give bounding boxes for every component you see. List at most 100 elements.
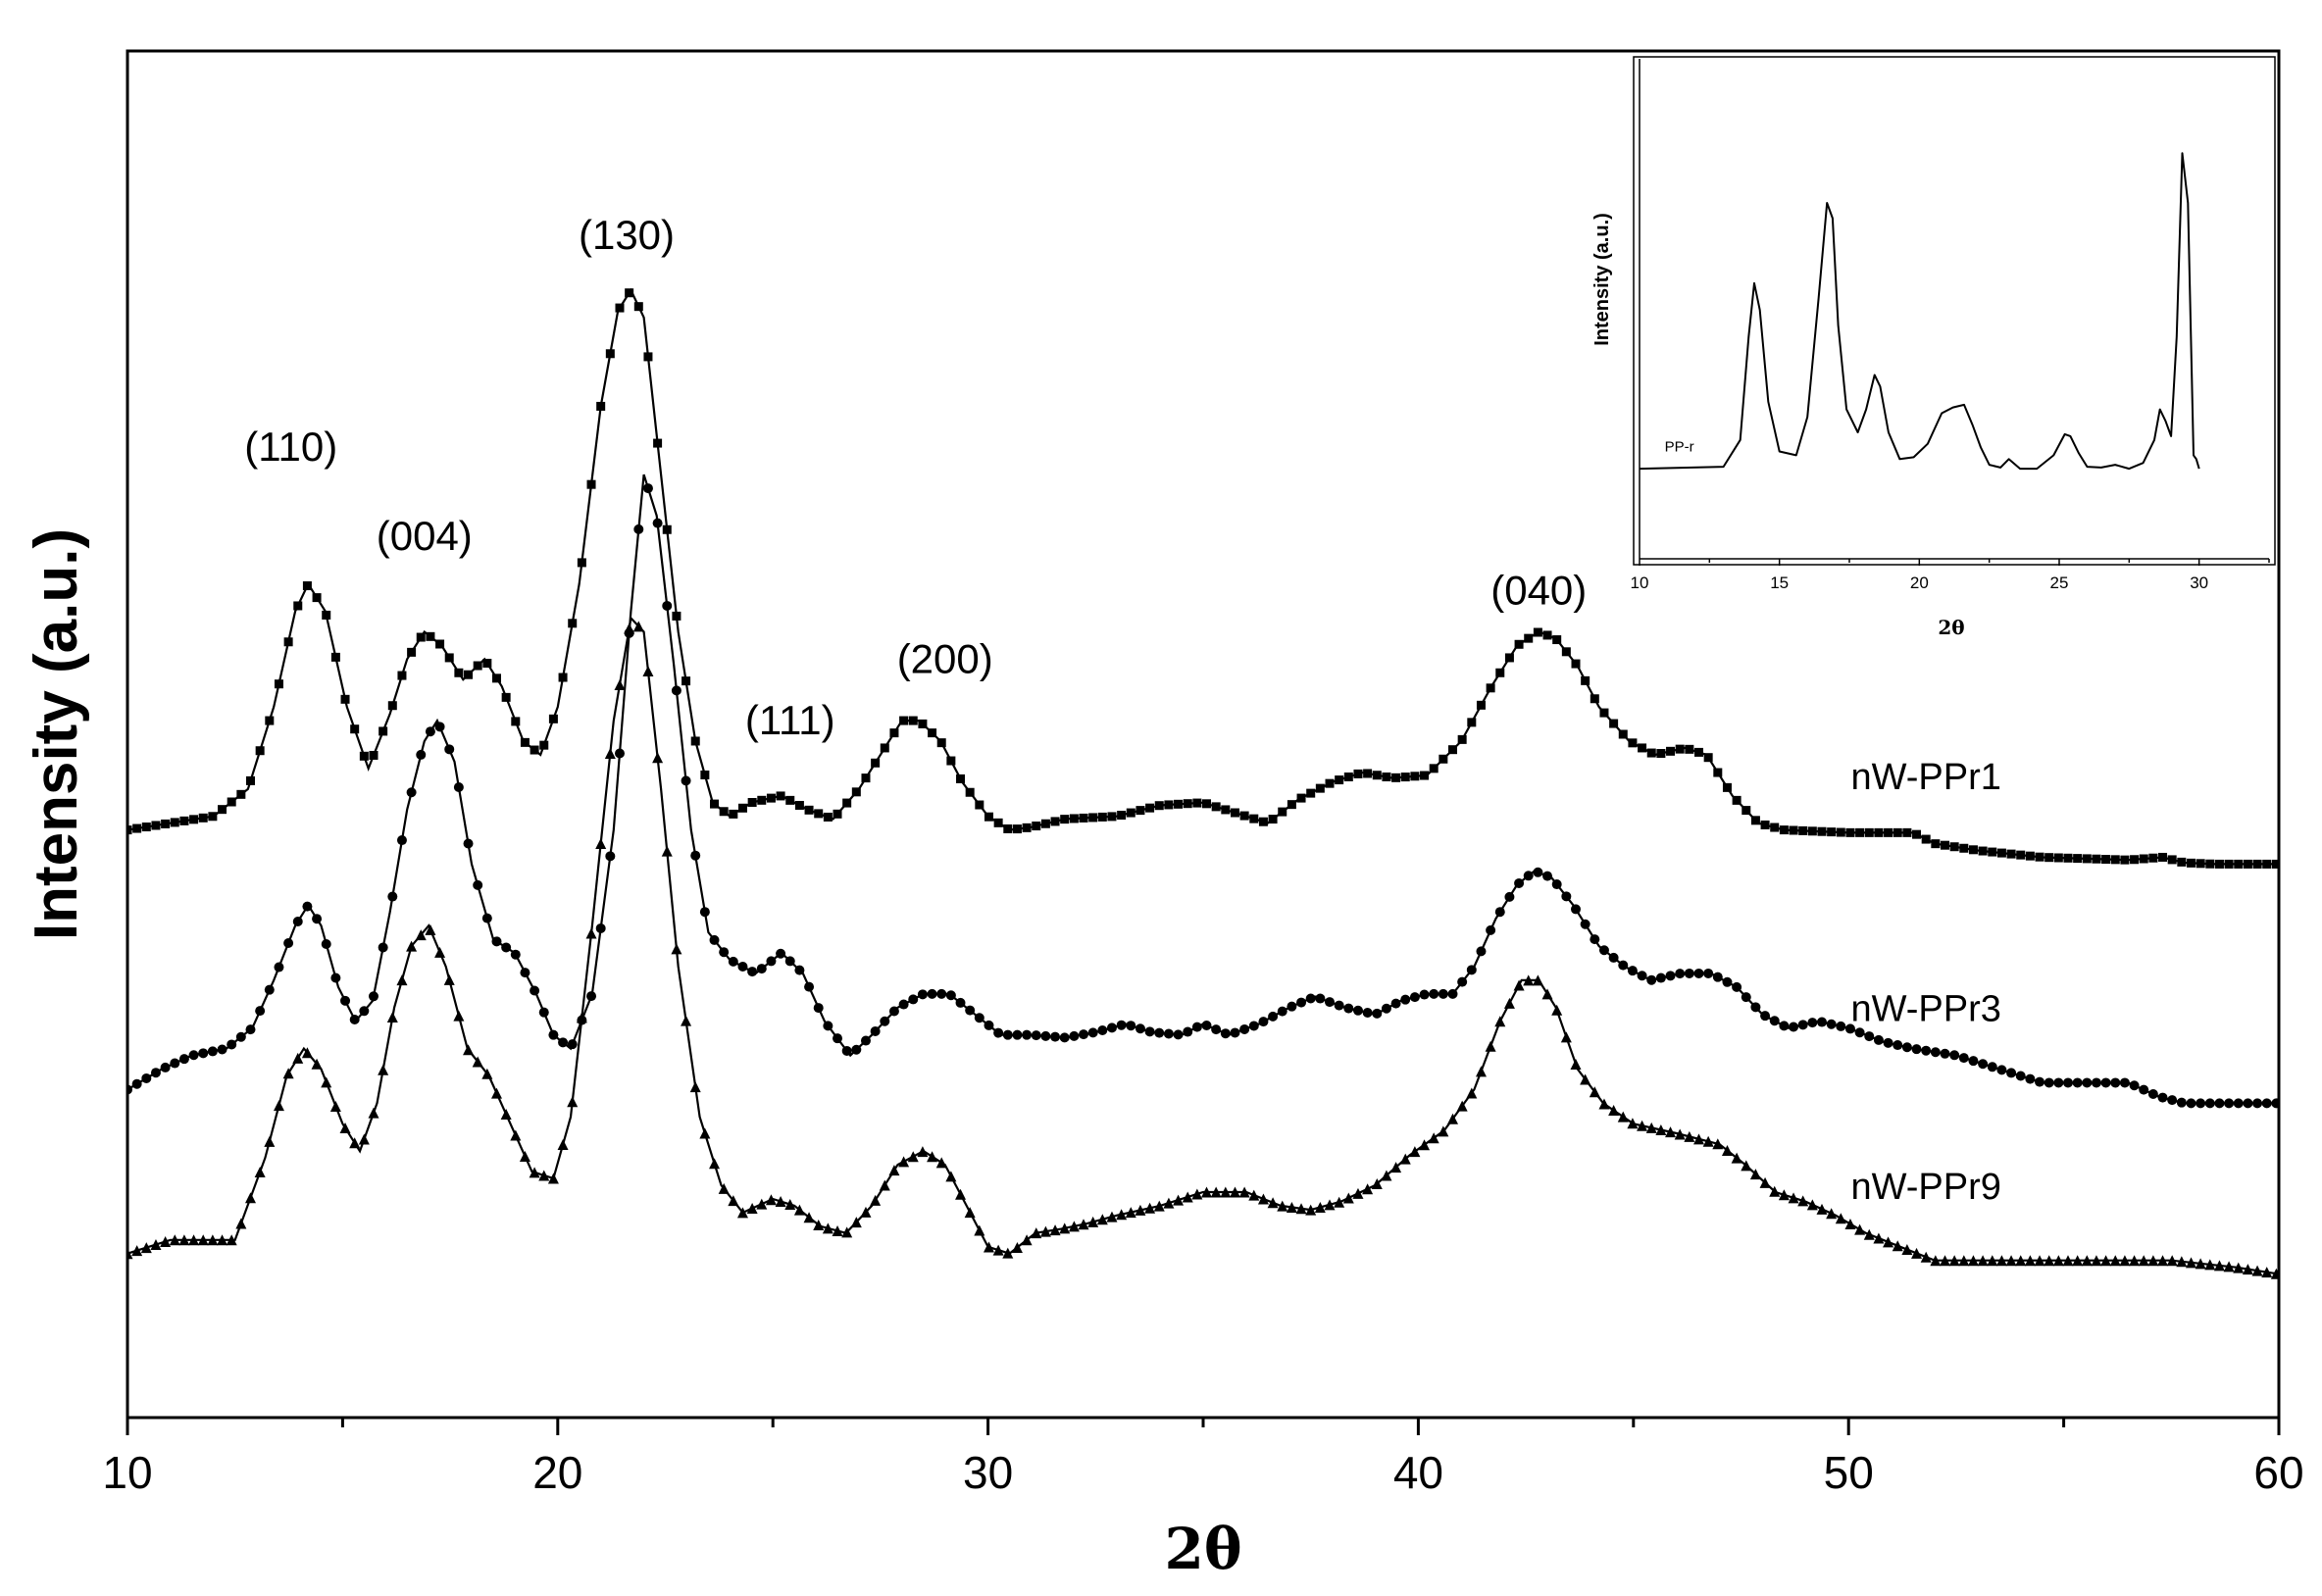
data-point-triangle (1049, 1224, 1061, 1236)
data-point-square (975, 800, 984, 810)
data-point-triangle (2100, 1255, 2112, 1267)
data-point-square (615, 303, 625, 313)
data-point-square (700, 770, 710, 779)
data-point-circle (302, 901, 313, 912)
data-point-circle (349, 1014, 360, 1024)
data-point-square (1893, 827, 1902, 837)
data-point-triangle (1371, 1177, 1383, 1189)
main-x-axis-ticks: 10 20 30 40 50 60 (102, 1418, 2304, 1498)
data-point-circle (833, 1033, 843, 1044)
x-tick-label: 30 (963, 1447, 1013, 1498)
data-point-square (539, 740, 549, 750)
data-point-circle (245, 1024, 256, 1035)
data-point-triangle (2119, 1255, 2131, 1267)
data-point-triangle (595, 838, 607, 850)
data-point-triangle (197, 1234, 209, 1246)
inset-outer-border (1633, 56, 2276, 566)
data-point-triangle (671, 943, 682, 955)
data-point-circle (178, 1054, 189, 1065)
data-point-square (1693, 747, 1703, 757)
data-point-triangle (1995, 1255, 2007, 1267)
data-point-triangle (1342, 1192, 1354, 1204)
data-point-circle (1486, 924, 1496, 935)
data-point-square (2006, 849, 2016, 859)
inset-x-axis-title: 2θ (1938, 616, 1964, 639)
data-point-circle (1779, 1021, 1790, 1031)
data-point-triangle (1806, 1199, 1818, 1211)
data-point-triangle (624, 623, 635, 634)
data-point-circle (1079, 1029, 1089, 1040)
data-point-circle (1031, 1030, 1041, 1041)
data-point-square (198, 813, 208, 823)
data-point-circle (2147, 1089, 2158, 1100)
data-point-triangle (974, 1224, 985, 1236)
data-point-triangle (2109, 1255, 2121, 1267)
data-point-square (766, 793, 776, 803)
data-point-triangle (2270, 1268, 2279, 1279)
data-point-square (729, 809, 738, 819)
data-point-square (1050, 817, 1060, 826)
data-point-triangle (1314, 1201, 1326, 1213)
data-point-triangle (898, 1156, 910, 1168)
data-point-circle (2157, 1092, 2168, 1103)
data-point-triangle (244, 1192, 256, 1204)
data-point-square (2092, 854, 2101, 864)
data-point-triangle (178, 1234, 190, 1246)
data-point-circle (1741, 992, 1751, 1003)
data-point-square (397, 671, 407, 680)
data-point-circle (1438, 988, 1448, 999)
data-point-triangle (453, 1010, 465, 1022)
data-point-circle (984, 1020, 994, 1030)
data-point-square (1174, 799, 1184, 809)
data-point-square (1628, 738, 1638, 748)
data-point-square (2214, 859, 2224, 869)
data-point-triangle (1475, 1066, 1487, 1077)
data-point-square (2262, 859, 2272, 869)
data-point-square (322, 610, 331, 620)
data-point-square (1845, 827, 1855, 837)
data-point-triangle (2157, 1255, 2169, 1267)
data-point-triangle (1580, 1073, 1591, 1085)
data-point-triangle (832, 1224, 843, 1236)
data-point-triangle (329, 1100, 341, 1112)
data-point-square (2044, 853, 2054, 863)
data-point-square (491, 673, 501, 683)
data-point-square (946, 756, 956, 766)
data-point-circle (709, 934, 720, 945)
data-point-circle (1996, 1065, 2007, 1075)
data-point-triangle (2044, 1255, 2055, 1267)
data-point-circle (681, 775, 691, 786)
data-point-triangle (1503, 997, 1515, 1009)
data-point-circle (614, 748, 625, 759)
data-point-circle (1457, 976, 1468, 987)
data-point-triangle (1901, 1244, 1913, 1256)
data-point-square (1202, 799, 1212, 809)
data-point-triangle (1125, 1207, 1136, 1219)
data-point-circle (2167, 1095, 2178, 1106)
data-point-triangle (907, 1151, 919, 1163)
data-point-triangle (519, 1150, 530, 1162)
data-point-square (407, 647, 417, 657)
data-point-circle (965, 1005, 976, 1016)
data-point-circle (1684, 968, 1694, 978)
data-point-triangle (434, 946, 446, 958)
data-point-triangle (406, 940, 418, 952)
data-point-circle (453, 782, 464, 793)
data-point-square (1060, 815, 1070, 824)
data-point-square (1827, 827, 1837, 837)
data-point-square (2053, 853, 2063, 863)
data-point-triangle (1551, 1004, 1563, 1016)
data-point-circle (368, 991, 379, 1002)
data-point-circle (198, 1048, 209, 1059)
data-point-triangle (1627, 1118, 1639, 1129)
data-point-triangle (1826, 1208, 1838, 1220)
data-point-triangle (1844, 1218, 1856, 1229)
data-point-circle (425, 726, 435, 737)
data-point-square (1249, 814, 1259, 823)
data-point-circle (520, 968, 530, 978)
inset-series-label: PP-r (1665, 439, 1694, 456)
data-point-square (2252, 859, 2262, 869)
data-point-square (814, 809, 824, 819)
data-point-circle (1287, 1001, 1297, 1012)
data-point-circle (2214, 1098, 2225, 1109)
